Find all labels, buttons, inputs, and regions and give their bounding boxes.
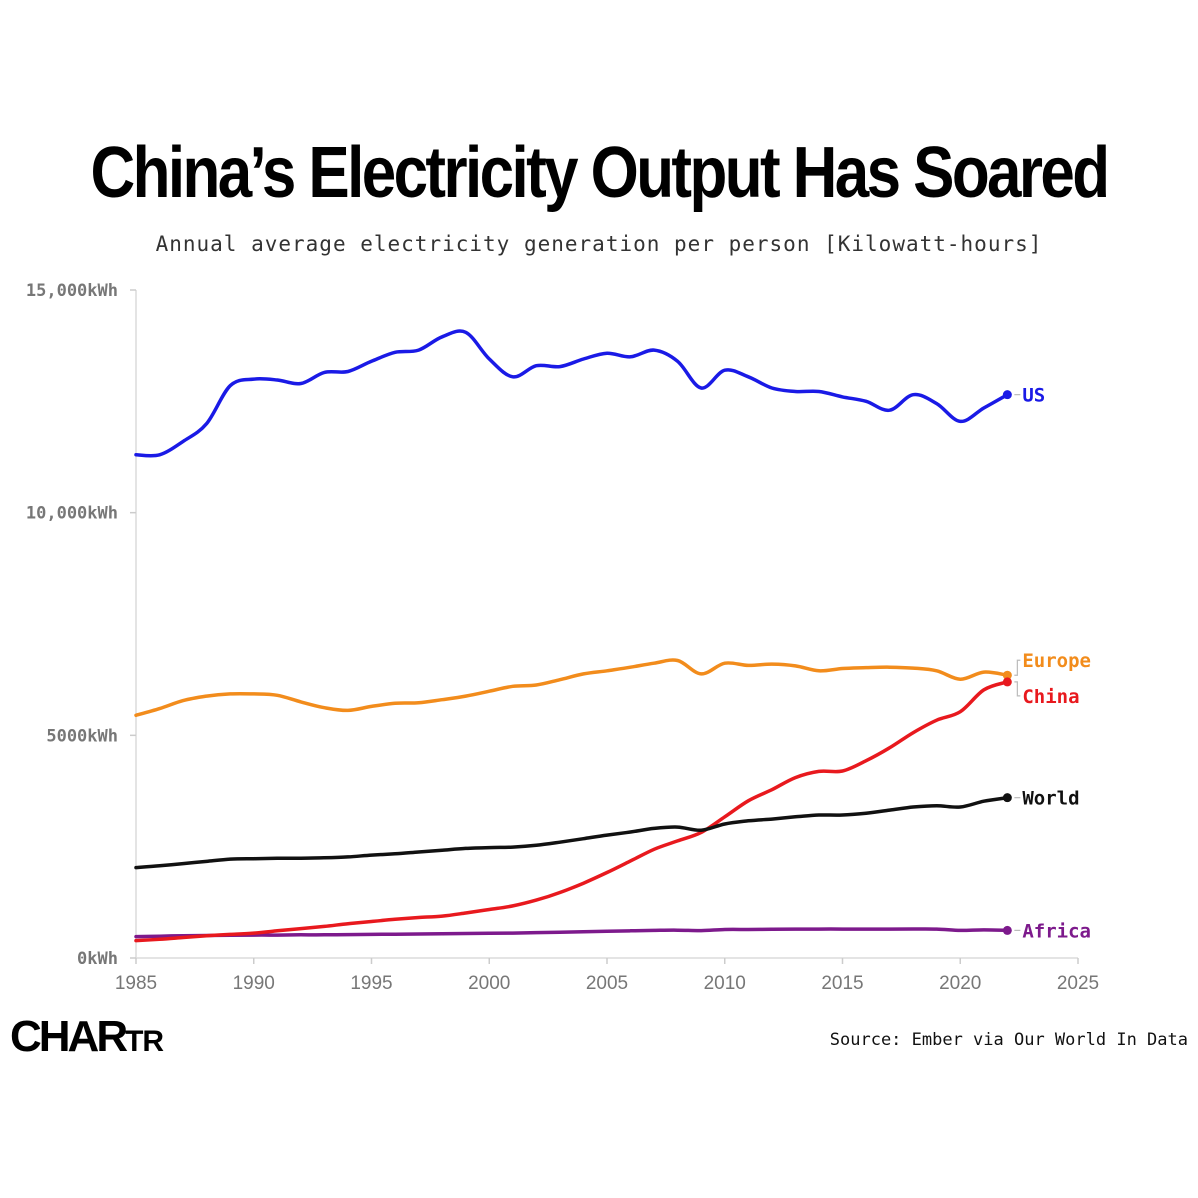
series-labels: US Europe China World Africa — [1014, 385, 1091, 942]
x-tick-label: 2000 — [468, 973, 510, 994]
x-tick-label: 1990 — [233, 973, 275, 994]
europe-series-label: Europe — [1022, 650, 1091, 672]
europe-line — [134, 658, 1010, 718]
x-tick-label: 2015 — [821, 973, 863, 994]
source-note: Source: Ember via Our World In Data — [829, 1030, 1188, 1050]
logo-tail: TR — [125, 1025, 164, 1058]
x-tick-label: 1985 — [115, 973, 157, 994]
y-tick-label: 0kWh — [77, 949, 118, 969]
world-series-label: World — [1022, 788, 1079, 810]
us-series-label: US — [1022, 385, 1045, 407]
world-line — [134, 795, 1010, 870]
africa-line — [134, 927, 1010, 939]
china-end-point — [1002, 677, 1012, 687]
africa-end-point — [1002, 925, 1012, 935]
africa-series-label: Africa — [1022, 920, 1091, 942]
logo-main: CHAR — [10, 1012, 128, 1061]
x-tick-label: 2020 — [939, 973, 981, 994]
china-label-connector — [1014, 681, 1021, 697]
china-series-label: China — [1022, 686, 1079, 708]
europe-label-connector — [1014, 659, 1021, 676]
china-line — [134, 680, 1010, 943]
chart-subtitle: Annual average electricity generation pe… — [155, 232, 1043, 256]
axes: 0kWh 5000kWh 10,000kWh 15,000kWh 1985 1990 199… — [26, 281, 1099, 994]
x-tick-label: 2010 — [704, 973, 746, 994]
x-tick-label: 2025 — [1057, 973, 1099, 994]
us-end-point — [1002, 390, 1012, 400]
chart-title: China’s Electricity Output Has Soared — [90, 133, 1110, 213]
y-tick-label: 5000kWh — [46, 726, 118, 746]
series-lines — [134, 329, 1012, 943]
world-end-point — [1002, 793, 1012, 803]
europe-end-point — [1002, 670, 1012, 680]
y-tick-label: 10,000kWh — [26, 504, 118, 524]
chartr-logo: CHARTR — [10, 1012, 164, 1062]
x-tick-label: 2005 — [586, 973, 628, 994]
y-tick-label: 15,000kWh — [26, 281, 118, 301]
us-line — [134, 329, 1010, 458]
x-tick-label: 1995 — [350, 973, 392, 994]
